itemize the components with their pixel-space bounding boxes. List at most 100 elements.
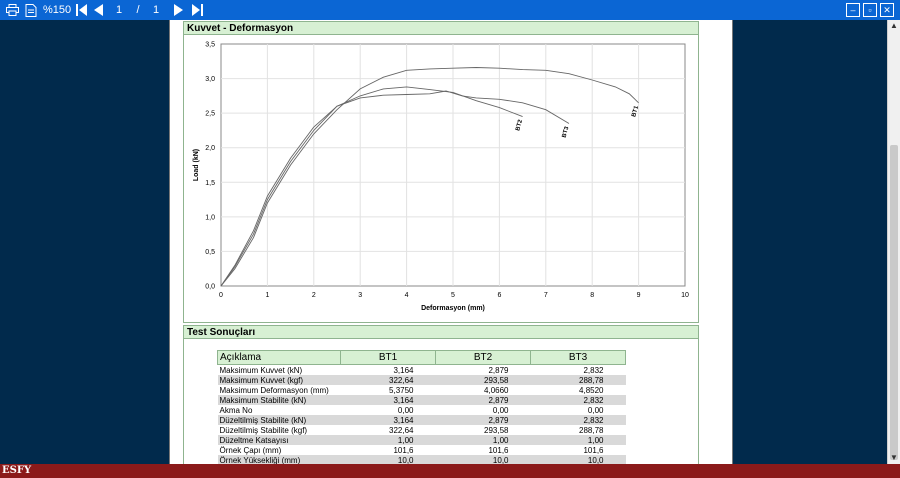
x-tick-label: 3 xyxy=(358,292,362,299)
cell-value: 2,879 xyxy=(488,365,509,375)
row-label: Örnek Yüksekliği (mm) xyxy=(217,455,341,464)
results-section-title: Test Sonuçları xyxy=(183,325,699,339)
cell-value: 2,832 xyxy=(530,415,626,425)
cell-value: 10,0 xyxy=(530,455,626,464)
chart-section-title: Kuvvet - Deformasyon xyxy=(183,21,699,35)
scroll-down-icon[interactable]: ▼ xyxy=(890,453,898,462)
col-header-bt2: BT2 xyxy=(435,350,531,365)
cell-value: 4,8520 xyxy=(579,385,604,395)
report-page: Kuvvet - Deformasyon 0 1 2 3 4 5 6 7 8 9 10 0,0 0,5 1… xyxy=(169,20,733,464)
viewer-toolbar: %150 1 / 1 – ▫ ✕ xyxy=(0,0,900,20)
x-tick-label: 6 xyxy=(497,292,501,299)
cell-value: 4,0660 xyxy=(484,385,509,395)
row-label: Düzeltilmiş Stabilite (kN) xyxy=(217,415,341,425)
y-tick-label: 3,5 xyxy=(205,42,215,49)
row-label: Maksimum Deformasyon (mm) xyxy=(219,385,329,395)
x-tick-label: 5 xyxy=(451,292,455,299)
cell-value: 288,78 xyxy=(530,375,626,385)
series-label-bt1: BT1 xyxy=(631,105,640,118)
x-tick-label: 2 xyxy=(312,292,316,299)
zoom-level[interactable]: %150 xyxy=(42,4,72,16)
cell-value: 0,00 xyxy=(397,405,414,415)
cell-value: 322,64 xyxy=(340,375,436,385)
y-tick-label: 2,5 xyxy=(205,111,215,118)
print-icon[interactable] xyxy=(5,2,19,18)
cell-value: 10,0 xyxy=(340,455,436,464)
x-tick-label: 10 xyxy=(681,292,689,299)
table-row: Düzeltilmiş Stabilite (kgf) 322,64 293,58 2… xyxy=(218,425,626,435)
load-deformation-chart: 0 1 2 3 4 5 6 7 8 9 10 0,0 0,5 1,0 1,5 2,0 2,5 3,0 3,5 Defo… xyxy=(193,42,689,313)
cell-value: 1,00 xyxy=(435,435,531,445)
row-label: Düzeltilmiş Stabilite (kgf) xyxy=(219,425,308,435)
table-row: Düzeltme Katsayısı 1,00 1,00 1,00 xyxy=(217,435,626,445)
x-tick-label: 9 xyxy=(637,292,641,299)
x-tick-label: 4 xyxy=(405,292,409,299)
export-document-icon[interactable] xyxy=(24,2,38,18)
cell-value: 101,6 xyxy=(583,445,604,455)
row-label: Maksimum Kuvvet (kgf) xyxy=(217,375,341,385)
cell-value: 293,58 xyxy=(435,375,531,385)
close-icon[interactable]: ✕ xyxy=(880,3,894,17)
cell-value: 2,879 xyxy=(435,395,531,405)
scroll-up-icon[interactable]: ▲ xyxy=(890,21,898,30)
last-page-icon[interactable] xyxy=(190,2,204,18)
restore-icon[interactable]: ▫ xyxy=(863,3,877,17)
row-label: Akma No xyxy=(219,405,253,415)
cell-value: 2,879 xyxy=(435,415,531,425)
row-label: Maksimum Stabilite (kN) xyxy=(217,395,341,405)
cell-value: 101,6 xyxy=(393,445,414,455)
series-line-bt2 xyxy=(220,86,523,287)
results-table: Açıklama BT1 BT2 BT3 Maksimum Kuvvet (kN… xyxy=(217,350,626,464)
y-axis-label: Load (kN) xyxy=(193,149,200,181)
cell-value: 0,00 xyxy=(492,405,509,415)
cell-value: 288,78 xyxy=(579,425,604,435)
vertical-scrollbar[interactable]: ▲ ▼ xyxy=(887,20,900,464)
series-label-bt2: BT2 xyxy=(515,118,524,131)
series-line-bt1 xyxy=(220,67,639,287)
previous-page-icon[interactable] xyxy=(92,2,104,18)
cell-value: 101,6 xyxy=(488,445,509,455)
y-tick-label: 1,0 xyxy=(205,214,215,221)
x-tick-label: 8 xyxy=(590,292,594,299)
current-page-field[interactable]: 1 xyxy=(115,4,123,16)
row-label: Örnek Çapı (mm) xyxy=(219,445,282,455)
x-tick-label: 7 xyxy=(544,292,548,299)
col-header-bt3: BT3 xyxy=(530,350,626,365)
cell-value: 322,64 xyxy=(389,425,414,435)
table-row: Maksimum Kuvvet (kgf) 322,64 293,58 288,78 xyxy=(217,375,626,385)
series-label-bt3: BT3 xyxy=(562,125,571,138)
y-tick-label: 3,0 xyxy=(205,76,215,83)
page-separator: / xyxy=(136,4,140,16)
y-tick-label: 0,0 xyxy=(205,284,215,291)
scroll-thumb[interactable] xyxy=(890,145,898,460)
cell-value: 5,3750 xyxy=(389,385,414,395)
y-tick-label: 2,0 xyxy=(205,145,215,152)
brand-logo: ESFY xyxy=(2,465,32,476)
first-page-icon[interactable] xyxy=(74,2,88,18)
table-row: Örnek Yüksekliği (mm) 10,0 10,0 10,0 xyxy=(217,455,626,464)
chart-panel: 0 1 2 3 4 5 6 7 8 9 10 0,0 0,5 1,0 1,5 2,0 2,5 3,0 3,5 Defo… xyxy=(183,35,699,323)
total-pages: 1 xyxy=(152,4,160,16)
series-line-bt3 xyxy=(220,90,570,287)
y-tick-label: 1,5 xyxy=(205,180,215,187)
col-header-description: Açıklama xyxy=(217,350,341,365)
minimize-icon[interactable]: – xyxy=(846,3,860,17)
next-page-icon[interactable] xyxy=(172,2,184,18)
y-tick-label: 0,5 xyxy=(205,249,215,256)
cell-value: 3,164 xyxy=(340,395,436,405)
cell-value: 3,164 xyxy=(393,365,414,375)
table-row: Maksimum Deformasyon (mm) 5,3750 4,0660 4,8… xyxy=(218,385,626,395)
col-header-bt1: BT1 xyxy=(340,350,436,365)
cell-value: 2,832 xyxy=(530,395,626,405)
cell-value: 2,832 xyxy=(583,365,604,375)
cell-value: 1,00 xyxy=(530,435,626,445)
x-axis-label: Deformasyon (mm) xyxy=(421,305,485,312)
table-row: Akma No 0,00 0,00 0,00 xyxy=(218,405,626,415)
cell-value: 293,58 xyxy=(484,425,509,435)
cell-value: 1,00 xyxy=(340,435,436,445)
cell-value: 3,164 xyxy=(340,415,436,425)
cell-value: 0,00 xyxy=(587,405,604,415)
x-tick-label: 1 xyxy=(265,292,269,299)
status-bar: ESFY xyxy=(0,464,900,478)
table-row: Maksimum Kuvvet (kN) 3,164 2,879 2,832 xyxy=(218,365,626,376)
